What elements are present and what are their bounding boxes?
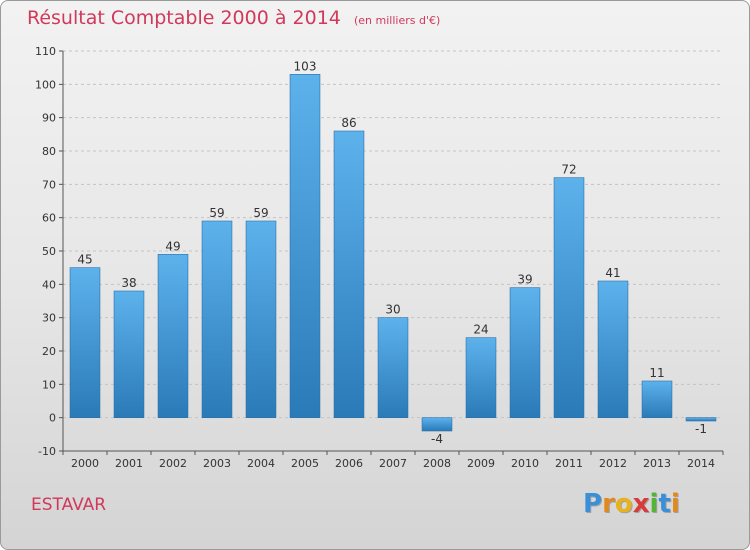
axes: [59, 50, 724, 455]
data-label: 39: [517, 273, 532, 287]
bar: [421, 417, 453, 432]
data-label: 86: [341, 116, 356, 130]
data-label: -1: [695, 422, 707, 436]
data-label: 49: [165, 239, 180, 253]
x-tick-label: 2014: [687, 457, 715, 470]
brand-letter: o: [614, 489, 633, 519]
data-label: 72: [561, 163, 576, 177]
x-tick-label: 2005: [291, 457, 319, 470]
y-tick-label: -10: [38, 445, 56, 458]
brand-letter: x: [632, 489, 650, 519]
x-tick-label: 2003: [203, 457, 231, 470]
y-tick-label: 10: [42, 378, 56, 391]
bar: [113, 290, 145, 418]
brand-letter: r: [602, 489, 615, 519]
y-tick-label: 70: [42, 178, 56, 191]
bar: [69, 267, 101, 418]
x-tick-label: 2010: [511, 457, 539, 470]
bar: [509, 287, 541, 418]
data-label: 24: [473, 323, 488, 337]
data-label: 11: [649, 366, 664, 380]
bar: [377, 317, 409, 418]
y-tick-label: 20: [42, 345, 56, 358]
data-label: 59: [209, 206, 224, 220]
bar: [333, 130, 365, 418]
brand-letter: i: [670, 489, 680, 519]
bar: [289, 74, 321, 418]
bar: [245, 220, 277, 418]
bar: [157, 254, 189, 418]
x-tick-label: 2008: [423, 457, 451, 470]
x-tick-label: 2007: [379, 457, 407, 470]
data-label: -4: [431, 432, 443, 446]
x-tick-label: 2011: [555, 457, 583, 470]
y-tick-label: 80: [42, 145, 56, 158]
y-tick-label: 90: [42, 112, 56, 125]
bar: [597, 280, 629, 418]
x-tick-label: 2004: [247, 457, 275, 470]
x-tick-label: 2002: [159, 457, 187, 470]
data-label: 38: [121, 276, 136, 290]
brand-letter: t: [658, 489, 671, 519]
bar: [685, 417, 717, 422]
x-tick-label: 2001: [115, 457, 143, 470]
bar: [465, 337, 497, 418]
bar: [641, 380, 673, 418]
brand-letter: P: [583, 489, 603, 519]
x-tick-label: 2012: [599, 457, 627, 470]
bars: [69, 74, 717, 432]
y-tick-label: 50: [42, 245, 56, 258]
bar: [201, 220, 233, 418]
y-tick-label: 110: [35, 45, 56, 58]
brand-letter: i: [649, 489, 659, 519]
data-label: 41: [605, 266, 620, 280]
x-tick-label: 2009: [467, 457, 495, 470]
data-label: 59: [253, 206, 268, 220]
y-tick-label: 30: [42, 312, 56, 325]
x-tick-label: 2013: [643, 457, 671, 470]
commune-name: ESTAVAR: [31, 495, 107, 515]
chart-subtitle: (en milliers d'€): [353, 14, 441, 27]
chart-title: Résultat Comptable 2000 à 2014: [27, 7, 341, 29]
title-row: Résultat Comptable 2000 à 2014 (en milli…: [27, 7, 440, 29]
y-tick-label: 60: [42, 212, 56, 225]
data-label: 45: [77, 253, 92, 267]
y-tick-label: 100: [35, 78, 56, 91]
brand-logo: Proxiti: [583, 489, 680, 519]
y-tick-label: 0: [49, 412, 56, 425]
y-tick-label: 40: [42, 278, 56, 291]
bar: [553, 177, 585, 418]
labels: -10 0 10 20 30 40 50 60 70 80 90 100 110 2000 45 2001 38…: [35, 45, 715, 470]
x-tick-label: 2000: [71, 457, 99, 470]
data-label: 30: [385, 303, 400, 317]
data-label: 103: [294, 59, 317, 73]
x-tick-label: 2006: [335, 457, 363, 470]
